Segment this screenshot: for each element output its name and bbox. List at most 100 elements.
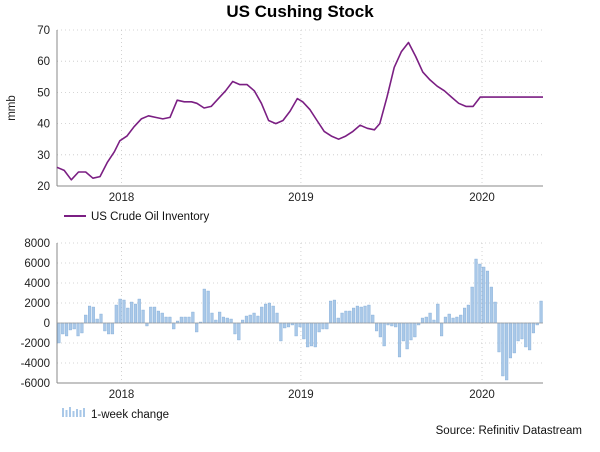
bottom-y-tick-label: 6000 <box>24 258 50 270</box>
top-y-tick-label: 70 <box>37 25 50 37</box>
weekly-change-bar <box>451 317 455 324</box>
weekly-change-bar <box>126 307 130 324</box>
top-y-tick-label: 20 <box>37 181 50 193</box>
weekly-change-bar <box>88 305 92 324</box>
weekly-change-bar <box>72 322 76 330</box>
weekly-change-bar <box>394 322 398 328</box>
top-gridlines <box>57 29 543 186</box>
weekly-change-bar <box>478 263 482 324</box>
weekly-change-bar <box>244 315 248 324</box>
weekly-change-bar <box>57 322 61 344</box>
weekly-change-bar <box>375 322 379 332</box>
weekly-change-bar <box>68 322 72 331</box>
weekly-change-bar <box>267 302 271 324</box>
weekly-change-bar <box>455 316 459 324</box>
weekly-change-bar <box>317 322 321 333</box>
weekly-change-bar <box>332 299 336 324</box>
weekly-change-bar <box>348 310 352 324</box>
weekly-change-bar <box>114 304 118 324</box>
chart-title: US Cushing Stock <box>226 2 374 21</box>
weekly-change-bar <box>482 266 486 324</box>
bottom-y-tick-label: 8000 <box>24 238 50 250</box>
legend-change-label: 1-week change <box>91 409 169 421</box>
bottom-gridlines <box>57 242 543 383</box>
weekly-change-bar <box>367 304 371 324</box>
weekly-change-bar <box>160 312 164 324</box>
weekly-change-bar <box>283 322 287 329</box>
weekly-change-bar <box>493 301 497 324</box>
weekly-change-bar <box>237 322 241 341</box>
weekly-change-bar <box>302 322 306 340</box>
weekly-change-bar <box>405 322 409 350</box>
weekly-change-bar <box>524 322 528 348</box>
weekly-change-bar <box>485 270 490 324</box>
weekly-change-bar <box>260 306 264 324</box>
weekly-change-bar <box>539 300 543 324</box>
weekly-change-bar <box>436 303 440 324</box>
weekly-change-bar <box>145 322 149 327</box>
weekly-change-bar <box>420 317 424 324</box>
weekly-change-bar <box>294 322 298 337</box>
weekly-change-bar <box>359 306 363 324</box>
weekly-change-bar <box>286 322 291 328</box>
weekly-change-bar <box>218 311 222 324</box>
weekly-change-bar <box>340 312 344 324</box>
weekly-change-bar <box>329 300 333 324</box>
weekly-change-bar <box>137 298 141 324</box>
weekly-change-bar <box>107 322 111 335</box>
weekly-change-bar <box>397 322 402 358</box>
weekly-change-bar <box>428 312 432 324</box>
weekly-change-bar <box>210 312 214 324</box>
weekly-change-bar <box>505 322 509 381</box>
weekly-change-bar <box>382 322 386 347</box>
bottom-y-tick-label: -6000 <box>21 378 50 390</box>
weekly-change-bar <box>141 309 145 324</box>
weekly-change-bar <box>531 322 535 334</box>
weekly-change-bar <box>321 322 325 330</box>
top-y-tick-label: 50 <box>37 87 50 99</box>
weekly-change-bar <box>432 319 436 324</box>
weekly-change-bar <box>149 306 153 324</box>
weekly-change-bar <box>248 314 252 324</box>
weekly-change-bar <box>122 299 126 324</box>
weekly-change-bar <box>470 286 474 324</box>
weekly-change-bar <box>474 258 478 324</box>
weekly-change-bar <box>459 314 463 324</box>
weekly-change-bar <box>110 322 115 335</box>
legend-inventory-label: US Crude Oil Inventory <box>91 211 209 223</box>
top-y-tick-label: 60 <box>37 56 50 68</box>
weekly-change-bar <box>325 322 329 330</box>
weekly-change-bar <box>275 312 279 324</box>
weekly-change-bar <box>501 322 505 377</box>
bottom-y-tick-label: -2000 <box>21 338 50 350</box>
weekly-change-bar <box>378 322 382 338</box>
weekly-change-bar <box>390 322 394 327</box>
weekly-change-bar <box>497 322 501 353</box>
legend-bar-swatch <box>62 407 85 417</box>
weekly-change-bar <box>409 322 413 341</box>
weekly-change-bar <box>298 322 302 328</box>
weekly-change-bar <box>191 311 195 324</box>
weekly-change-bar <box>76 322 80 337</box>
bottom-y-tick-label: 2000 <box>24 298 50 310</box>
top-y-tick-label: 40 <box>37 119 50 131</box>
weekly-change-bar <box>99 313 103 324</box>
y-axis-label: mmb <box>6 95 18 121</box>
weekly-change-bar <box>183 316 187 324</box>
weekly-change-bar <box>516 322 520 342</box>
weekly-change-bar <box>306 322 310 348</box>
weekly-change-bar <box>355 305 359 324</box>
weekly-change-bar <box>221 316 225 324</box>
weekly-change-bar <box>179 316 183 324</box>
weekly-change-bar <box>363 305 367 324</box>
weekly-change-bar <box>118 298 122 324</box>
weekly-change-bar <box>95 318 99 324</box>
weekly-change-bar <box>447 313 451 324</box>
weekly-change-bar <box>91 306 95 324</box>
weekly-change-bar <box>344 310 348 324</box>
weekly-change-bar <box>264 303 268 324</box>
weekly-change-bar <box>466 304 470 324</box>
weekly-change-bar <box>401 322 405 342</box>
weekly-change-bar <box>512 322 516 354</box>
weekly-change-bar <box>229 318 233 324</box>
